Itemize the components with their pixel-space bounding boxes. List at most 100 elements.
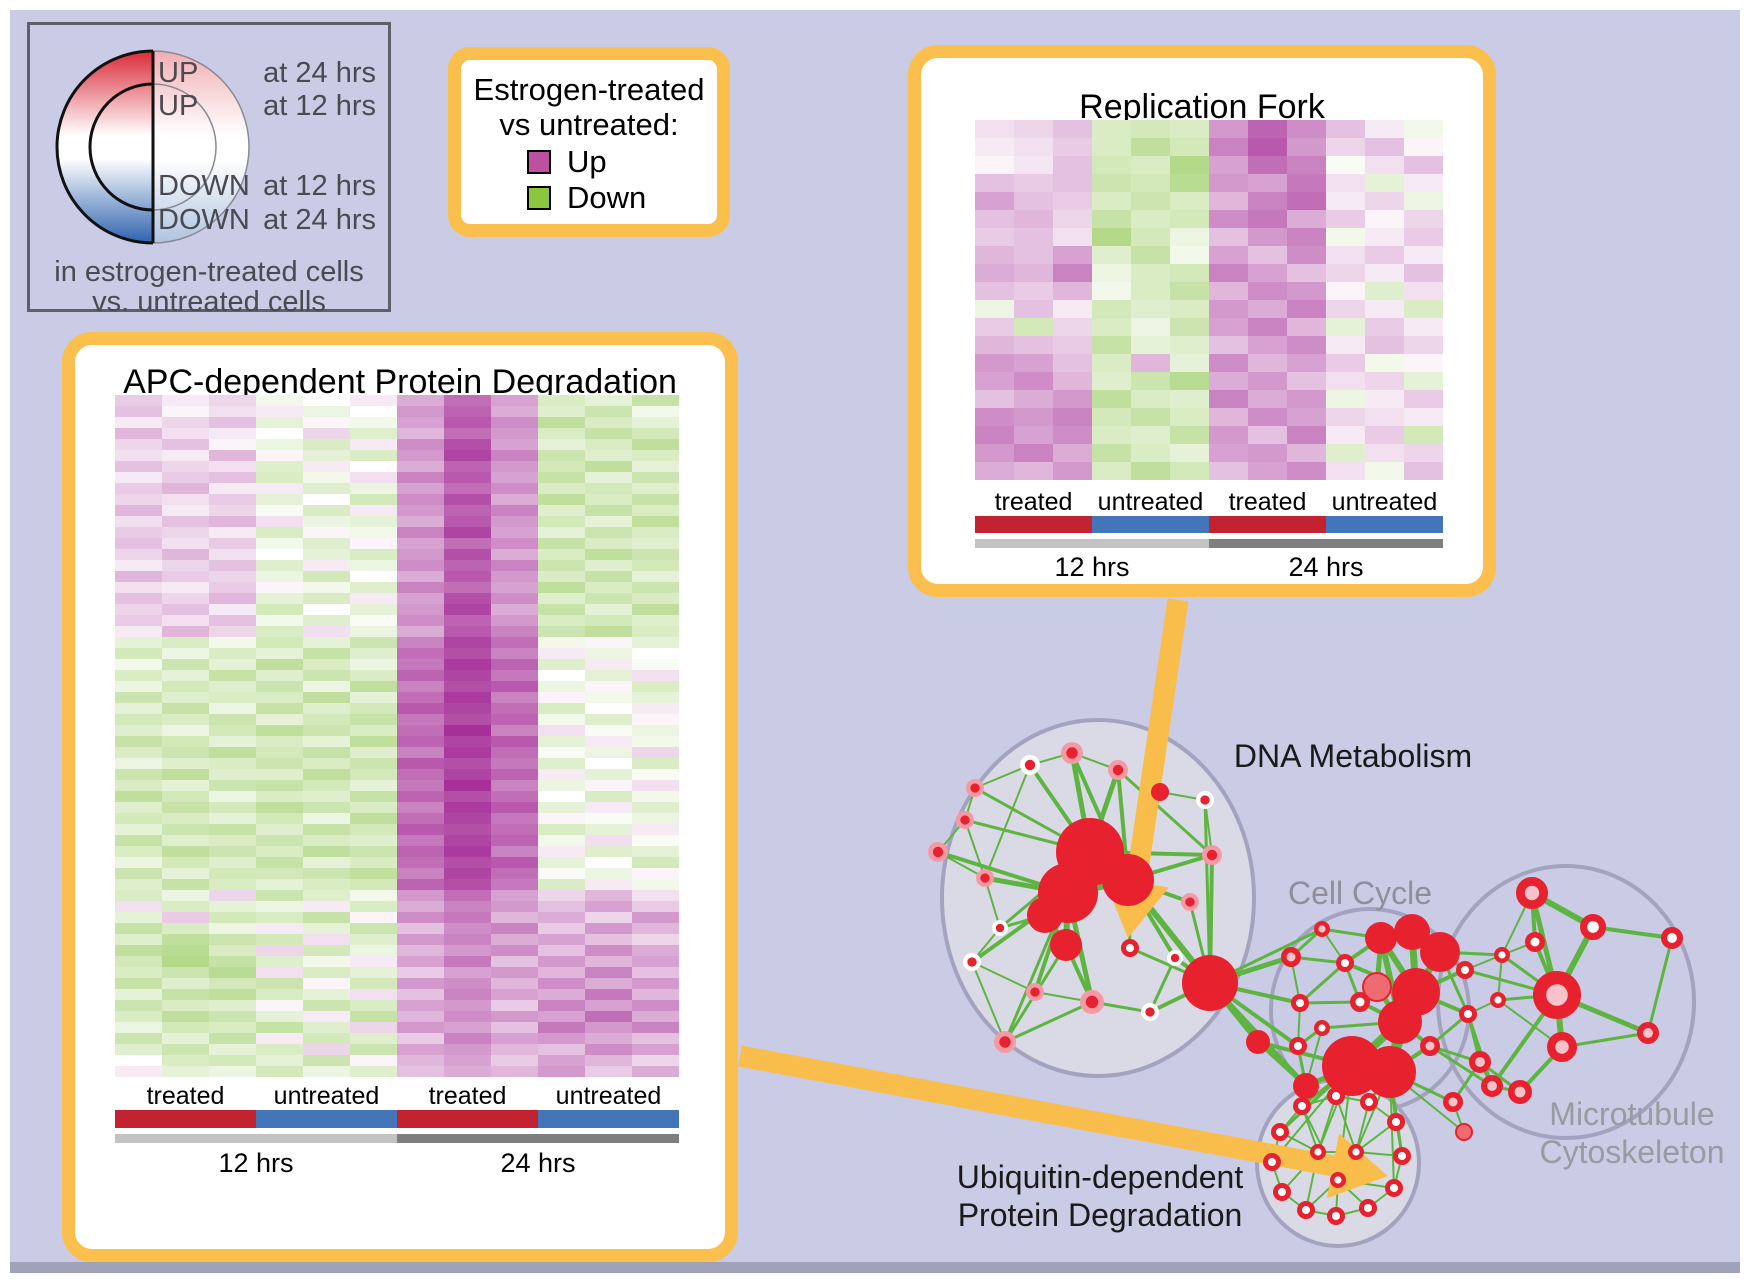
heatmap-cell (256, 835, 303, 846)
gene-node-ring (1292, 1096, 1311, 1115)
heatmap-cell (1404, 444, 1443, 462)
heatmap-cell (585, 538, 632, 549)
heatmap-cell (397, 1044, 444, 1055)
heatmap-cell (115, 813, 162, 824)
heatmap-cell (303, 901, 350, 912)
heatmap-cell (1209, 390, 1248, 408)
heatmap-cell (491, 648, 538, 659)
heatmap-cell (491, 725, 538, 736)
heatmap-cell (1404, 264, 1443, 282)
heatmap-row (115, 824, 679, 835)
heatmap-cell (1248, 372, 1287, 390)
heatmap-cell (1092, 264, 1131, 282)
heatmap-cell (632, 934, 679, 945)
heatmap-row (115, 769, 679, 780)
heatmap-cell (350, 978, 397, 989)
heatmap-cell (303, 923, 350, 934)
heatmap-cell (209, 659, 256, 670)
heatmap-cell (350, 1044, 397, 1055)
heatmap-cell (350, 406, 397, 417)
heatmap-cell (397, 659, 444, 670)
heatmap-cell (397, 395, 444, 406)
treated-bar (975, 516, 1092, 533)
heatmap-cell (162, 648, 209, 659)
heatmap-cell (1131, 228, 1170, 246)
heatmap-cell (1287, 174, 1326, 192)
untreated-bar (1092, 516, 1209, 533)
heatmap-cell (538, 582, 585, 593)
heatmap-cell (632, 901, 679, 912)
heatmap-cell (1248, 120, 1287, 138)
heatmap-cell (1287, 210, 1326, 228)
heatmap-cell (162, 725, 209, 736)
heatmap-cell (1248, 228, 1287, 246)
heatmap-cell (632, 923, 679, 934)
heatmap-cell (162, 769, 209, 780)
heatmap-cell (115, 956, 162, 967)
heatmap-row (115, 747, 679, 758)
group-label: treated (994, 488, 1073, 516)
heatmap-cell (256, 813, 303, 824)
heatmap-cell (444, 725, 491, 736)
heatmap-cell (585, 813, 632, 824)
heatmap-cell (1209, 228, 1248, 246)
heatmap-cell (162, 505, 209, 516)
heatmap-cell (162, 1033, 209, 1044)
heatmap-cell (256, 560, 303, 571)
heatmap-cell (397, 439, 444, 450)
heatmap-cell (585, 956, 632, 967)
heatmap-cell (1092, 120, 1131, 138)
heatmap-cell (585, 1022, 632, 1033)
heatmap-cell (632, 538, 679, 549)
heatmap-cell (1092, 444, 1131, 462)
heatmap-cell (1131, 156, 1170, 174)
untreated-bar (538, 1110, 679, 1128)
heatmap-cell (491, 1000, 538, 1011)
heatmap-cell (444, 890, 491, 901)
heatmap-row (115, 615, 679, 626)
heatmap-row (975, 246, 1443, 264)
heatmap-cell (303, 560, 350, 571)
heatmap-cell (1092, 228, 1131, 246)
heatmap-cell (397, 879, 444, 890)
heatmap-cell (975, 372, 1014, 390)
heatmap-cell (1092, 372, 1131, 390)
heatmap-cell (350, 670, 397, 681)
heatmap-cell (975, 156, 1014, 174)
heatmap-cell (303, 1066, 350, 1077)
heatmap-cell (491, 615, 538, 626)
heatmap-cell (256, 791, 303, 802)
heatmap-cell (350, 901, 397, 912)
heatmap-cell (632, 1000, 679, 1011)
heatmap-row (115, 956, 679, 967)
heatmap-cell (209, 989, 256, 1000)
heatmap-cell (256, 681, 303, 692)
heatmap-cell (538, 1066, 585, 1077)
heatmap-cell (491, 934, 538, 945)
heatmap-cell (397, 912, 444, 923)
heatmap-cell (585, 428, 632, 439)
heatmap-cell (350, 417, 397, 428)
heatmap-cell (1170, 156, 1209, 174)
heatmap-cell (538, 1044, 585, 1055)
heatmap-cell (303, 527, 350, 538)
heatmap-cell (115, 582, 162, 593)
heatmap-cell (209, 868, 256, 879)
heatmap-cell (162, 516, 209, 527)
heatmap-row (115, 637, 679, 648)
heatmap-cell (585, 670, 632, 681)
network-edge (1116, 768, 1214, 857)
heatmap-cell (303, 802, 350, 813)
heatmap-cell (256, 472, 303, 483)
heatmap-cell (1365, 390, 1404, 408)
heatmap-cell (632, 879, 679, 890)
heatmap-cell (350, 934, 397, 945)
heatmap-cell (444, 406, 491, 417)
heatmap-cell (162, 417, 209, 428)
heatmap-cell (209, 1033, 256, 1044)
heatmap-cell (256, 417, 303, 428)
heatmap-row (115, 890, 679, 901)
heatmap-cell (538, 923, 585, 934)
heatmap-row (115, 791, 679, 802)
heatmap-cell (115, 538, 162, 549)
